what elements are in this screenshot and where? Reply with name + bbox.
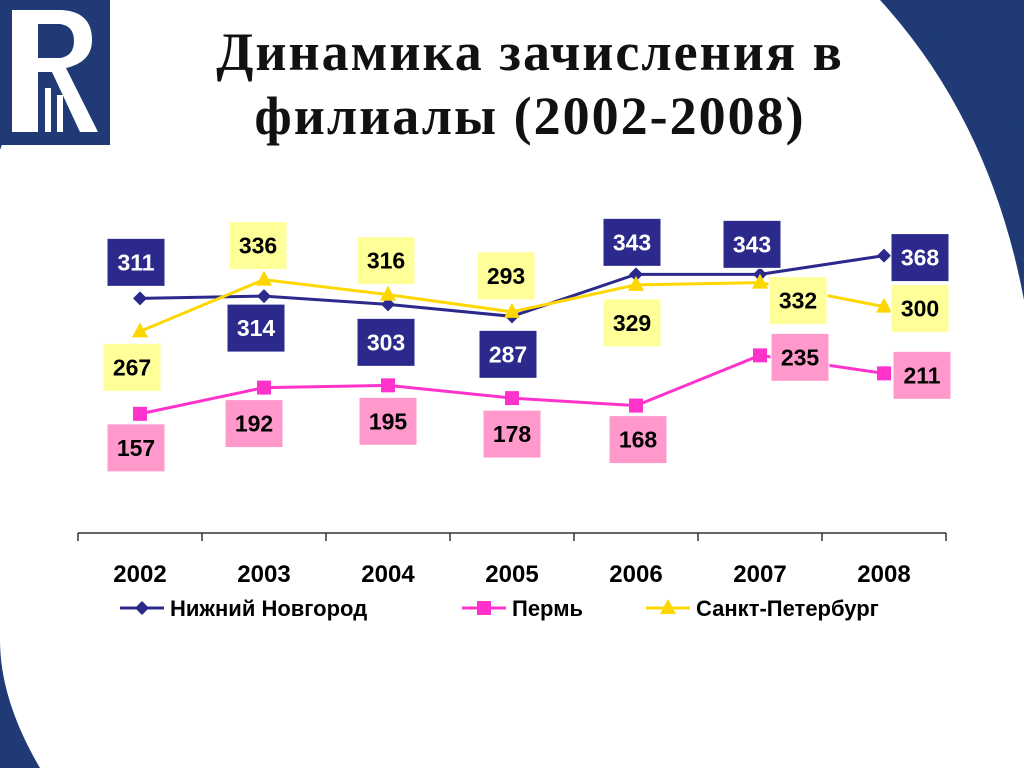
- data-label: 168: [619, 427, 658, 453]
- data-label: 267: [113, 354, 151, 380]
- data-label-box: [106, 423, 166, 473]
- x-tick-label: 2008: [857, 561, 910, 588]
- title-line-2: филиалы (2002-2008): [254, 86, 806, 146]
- legend-label: Пермь: [512, 596, 583, 621]
- series-marker: [256, 270, 272, 286]
- data-label-box: [476, 251, 536, 301]
- data-label: 303: [367, 329, 405, 355]
- x-tick-label: 2007: [733, 561, 786, 588]
- data-label: 336: [239, 233, 277, 259]
- x-axis: 2002 2003 2004 2005 2006 2007 2008: [77, 532, 947, 588]
- series-marker: [877, 366, 891, 381]
- data-label: 235: [781, 344, 820, 370]
- series-marker: [380, 285, 396, 301]
- data-label-box: [768, 276, 828, 326]
- data-label: 343: [613, 229, 651, 255]
- data-label-box: [602, 217, 662, 267]
- x-tick-label: 2005: [485, 561, 538, 588]
- series-marker: [752, 273, 768, 289]
- data-label: 195: [369, 408, 408, 434]
- legend-marker: [660, 599, 676, 614]
- hse-logo: [0, 0, 110, 145]
- data-label: 329: [613, 310, 651, 336]
- data-label: 192: [235, 411, 273, 437]
- data-label: 287: [489, 341, 527, 367]
- x-tick-label: 2006: [609, 561, 662, 588]
- data-label: 157: [117, 435, 155, 461]
- series-marker: [381, 378, 395, 393]
- series-marker: [504, 302, 520, 318]
- data-label: 332: [779, 288, 817, 314]
- title-line-1: Динамика зачисления в: [216, 22, 844, 82]
- data-label-box: [482, 409, 542, 459]
- series-marker: [629, 398, 643, 413]
- data-label: 178: [493, 421, 532, 447]
- data-label: 211: [903, 362, 940, 388]
- data-label-box: [106, 237, 166, 287]
- data-label-box: [356, 236, 416, 286]
- data-labels: 311 314 303 287 343 343 368 157 192 195 178 168 235 2…: [102, 217, 952, 473]
- series-marker: [381, 297, 395, 312]
- x-tick-label: 2002: [113, 561, 166, 588]
- series-marker: [257, 289, 271, 304]
- data-label-box: [890, 233, 950, 283]
- data-label: 293: [487, 263, 525, 289]
- data-label: 368: [901, 245, 940, 271]
- legend-label: Санкт-Петербург: [696, 596, 879, 621]
- data-label: 343: [733, 231, 771, 257]
- series-marker: [132, 322, 148, 338]
- series-marker: [628, 275, 644, 291]
- legend-label: Нижний Новгород: [170, 596, 367, 621]
- chart-legend: Нижний Новгород Пермь Санкт-Петербург: [120, 596, 879, 621]
- data-label: 300: [901, 296, 939, 322]
- data-label: 316: [367, 248, 405, 274]
- series-marker: [257, 380, 271, 395]
- series-marker: [133, 406, 147, 421]
- legend-marker: [135, 601, 149, 615]
- data-label: 314: [237, 315, 276, 341]
- legend-marker: [477, 601, 491, 615]
- data-label-box: [224, 399, 284, 449]
- slide-title: Динамика зачисления в филиалы (2002-2008…: [150, 20, 910, 148]
- series-marker: [629, 267, 643, 282]
- series-markers: [132, 248, 892, 421]
- series-marker: [876, 297, 892, 313]
- data-label-box: [608, 415, 668, 465]
- hse-monogram-logo: [0, 0, 110, 145]
- data-label-box: [722, 219, 782, 269]
- data-label-box: [478, 329, 538, 379]
- data-label-box: [602, 298, 662, 348]
- series-marker: [877, 248, 891, 263]
- series-marker: [505, 391, 519, 406]
- data-label-box: [356, 317, 416, 367]
- series-marker: [753, 348, 767, 363]
- series-marker: [133, 291, 147, 306]
- data-label-box: [226, 303, 286, 353]
- x-tick-label: 2004: [361, 561, 415, 588]
- x-tick-label: 2003: [237, 561, 290, 588]
- data-label: 311: [117, 249, 154, 275]
- data-label-box: [228, 221, 288, 271]
- data-label-box: [358, 396, 418, 446]
- data-label-box: [892, 350, 952, 400]
- data-label-box: [102, 342, 162, 392]
- data-label-box: [890, 284, 950, 334]
- data-label-box: [770, 332, 830, 382]
